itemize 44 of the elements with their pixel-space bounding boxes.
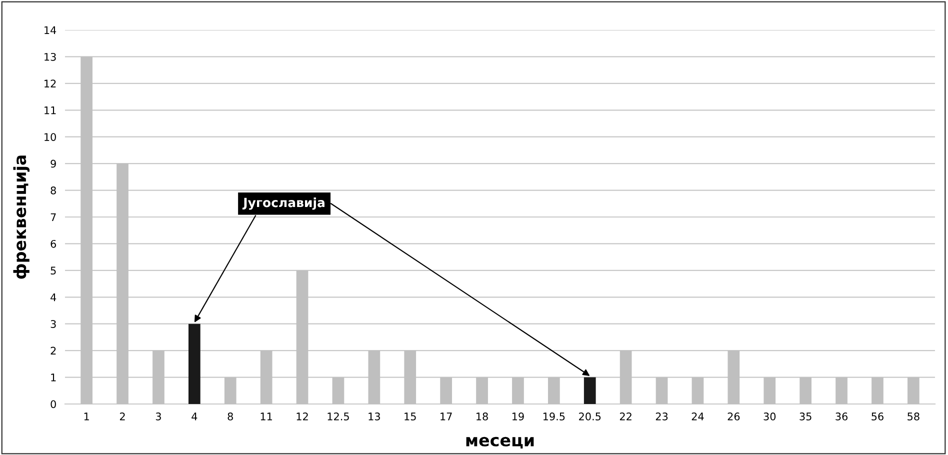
x-axis-title: месеци	[466, 436, 534, 448]
x-tick-label: 18	[476, 412, 488, 420]
x-tick-label: 26	[728, 412, 740, 420]
y-tick-label: 5	[50, 266, 56, 275]
x-tick-label: 3	[156, 412, 161, 420]
x-tick-label: 1	[84, 412, 89, 420]
x-tick-label: 4	[192, 412, 198, 420]
y-tick-label: 13	[44, 52, 56, 61]
y-tick-label: 6	[50, 240, 56, 248]
y-tick-label: 9	[50, 160, 56, 168]
x-tick-label: 58	[908, 412, 920, 420]
x-tick-label: 12.5	[328, 412, 349, 420]
x-tick-label: 19	[512, 412, 524, 420]
x-tick-label: 20.5	[579, 412, 601, 420]
x-tick-label: 35	[800, 412, 812, 420]
x-tick-label: 56	[872, 412, 884, 420]
x-tick-label: 2	[120, 412, 125, 420]
y-tick-label: 2	[50, 346, 56, 355]
x-tick-label: 23	[656, 412, 668, 420]
x-tick-label: 22	[620, 412, 632, 420]
y-tick-label: 8	[50, 186, 56, 194]
bar	[188, 324, 200, 404]
x-tick-label: 8	[228, 412, 233, 420]
x-tick-label: 30	[764, 412, 776, 420]
y-axis-title: фреквенција	[13, 156, 30, 279]
y-tick-label: 14	[44, 26, 56, 34]
x-tick-label: 17	[440, 412, 452, 420]
y-tick-label: 0	[50, 400, 56, 408]
y-tick-label: 4	[50, 294, 56, 302]
x-tick-label: 11	[260, 412, 272, 420]
x-tick-label: 13	[368, 412, 380, 420]
x-tick-label: 15	[404, 412, 416, 420]
y-tick-label: 10	[44, 133, 56, 141]
annotation: Југославија	[242, 198, 324, 210]
y-tick-label: 12	[44, 80, 56, 88]
y-tick-label: 7	[50, 213, 56, 221]
bar	[584, 377, 596, 404]
x-tick-label: 36	[836, 412, 848, 420]
y-tick-label: 1	[51, 374, 56, 382]
x-tick-label: 12	[296, 412, 308, 420]
y-tick-label: 3	[50, 320, 56, 328]
y-tick-label: 11	[44, 106, 56, 114]
x-tick-label: 19.5	[543, 412, 565, 420]
x-tick-label: 24	[692, 412, 704, 420]
